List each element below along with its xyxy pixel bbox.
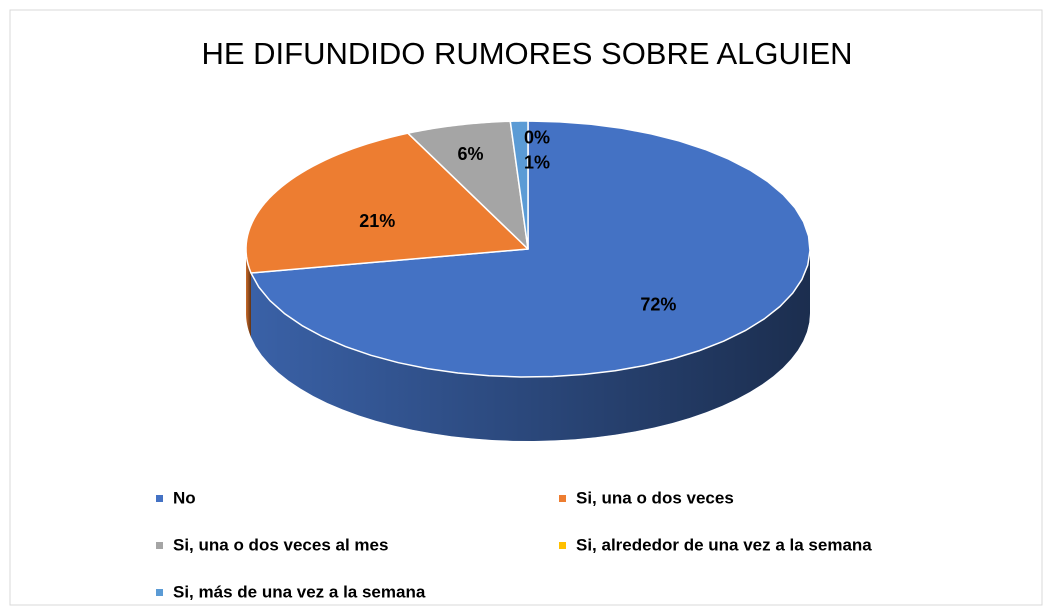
legend-label: Si, más de una vez a la semana xyxy=(173,582,426,601)
data-label: 72% xyxy=(640,295,676,315)
data-label: 6% xyxy=(457,144,483,164)
legend-label: Si, alrededor de una vez a la semana xyxy=(576,535,872,554)
legend-swatch xyxy=(156,495,163,502)
legend-swatch xyxy=(559,542,566,549)
data-label: 0% xyxy=(524,128,550,148)
legend-swatch xyxy=(156,542,163,549)
pie xyxy=(245,120,811,441)
legend-swatch xyxy=(559,495,566,502)
data-label: 21% xyxy=(359,211,395,231)
labels: 72% 21% 6% 0% 1% xyxy=(359,128,676,315)
legend-label: Si, una o dos veces xyxy=(576,488,734,507)
pie-slice xyxy=(245,132,529,274)
legend-label: Si, una o dos veces al mes xyxy=(173,535,388,554)
pie-side-shade xyxy=(250,249,810,441)
data-label: 1% xyxy=(524,153,550,173)
pie-slice xyxy=(509,120,529,250)
pie-slice xyxy=(407,120,529,250)
legend-swatch xyxy=(156,589,163,596)
legend-label: No xyxy=(173,488,196,507)
chart-title: HE DIFUNDIDO RUMORES SOBRE ALGUIEN xyxy=(201,36,852,71)
pie-slice xyxy=(250,120,811,378)
legend: No Si, una o dos veces Si, una o dos veces… xyxy=(156,488,872,601)
